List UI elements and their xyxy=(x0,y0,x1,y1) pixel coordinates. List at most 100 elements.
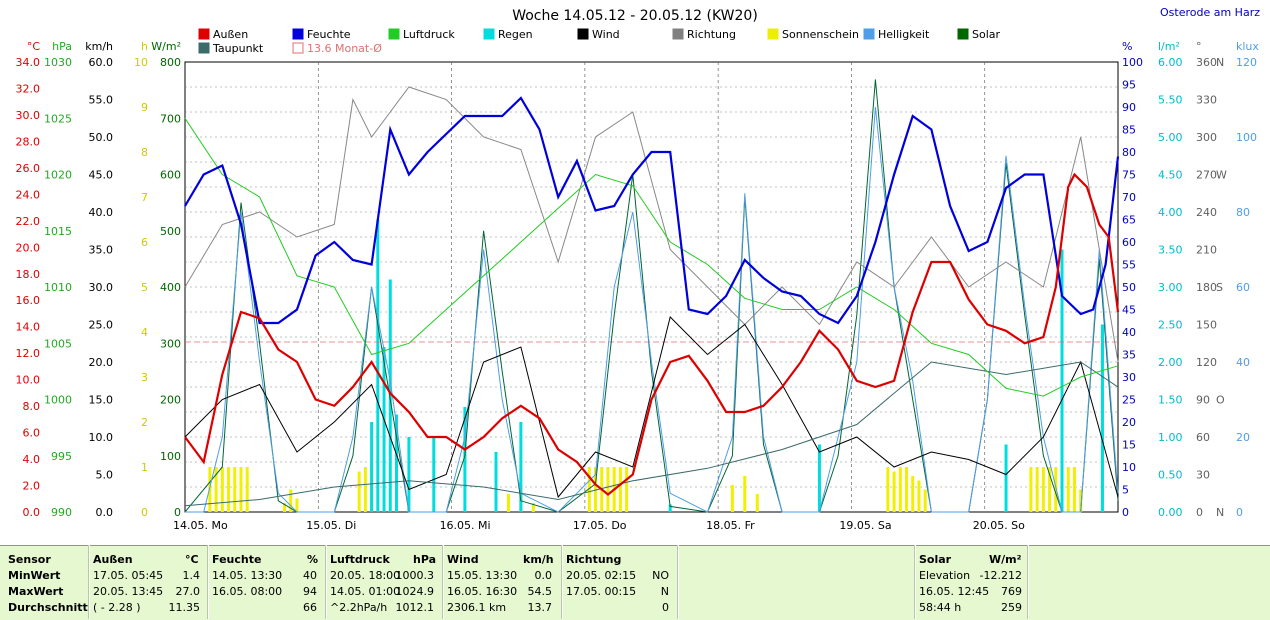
x-axis-label: 19.05. Sa xyxy=(839,519,891,532)
hdr-feuchte: Feuchte xyxy=(212,553,262,566)
legend-swatch xyxy=(292,28,304,40)
table-cell-wind-v: 13.7 xyxy=(527,601,553,614)
right-axis-tick: 20 xyxy=(1236,431,1250,444)
right-axis-tick: 45 xyxy=(1122,304,1136,317)
table-cell-richt-v: NO xyxy=(652,569,669,582)
right-axis-tick: 40 xyxy=(1236,356,1250,369)
table-cell-feuchte-t: 16.05. 08:00 xyxy=(212,585,283,598)
sunshine-bar xyxy=(295,498,299,512)
left-axis-tick: 1020 xyxy=(44,169,72,182)
left-axis-tick: 18.0 xyxy=(16,268,41,281)
left-axis-tick: 22.0 xyxy=(16,215,41,228)
sunshine-bar xyxy=(917,480,921,512)
right-axis-tick: W xyxy=(1216,169,1227,182)
table-cell-wind-t: 16.05. 16:30 xyxy=(447,585,518,598)
sunshine-bar xyxy=(1041,467,1045,512)
sunshine-bar xyxy=(506,494,510,512)
legend-swatch xyxy=(198,28,210,40)
table-cell-richt-v: 0 xyxy=(662,601,669,614)
left-axis-tick: 200 xyxy=(160,394,181,407)
left-axis-tick: 6.0 xyxy=(23,427,41,440)
table-divider xyxy=(914,545,916,619)
right-axis-tick: 5 xyxy=(1122,484,1129,497)
table-cell-luft-t: 14.05. 01:00 xyxy=(330,585,401,598)
sunshine-bar xyxy=(898,467,902,512)
rain-bar xyxy=(432,437,436,512)
table-divider xyxy=(88,545,90,619)
right-axis-tick: 330 xyxy=(1196,94,1217,107)
right-axis-tick: 1.00 xyxy=(1158,431,1183,444)
left-axis-tick: 5 xyxy=(141,281,148,294)
table-cell-feuchte-v: 40 xyxy=(303,569,317,582)
sunshine-bar xyxy=(239,467,243,512)
right-axis-tick: 35 xyxy=(1122,349,1136,362)
right-axis-unit: klux xyxy=(1236,40,1259,53)
table-cell-label: Durchschnitt xyxy=(8,601,88,614)
left-axis-tick: 7 xyxy=(141,191,148,204)
sunshine-bar xyxy=(233,467,237,512)
left-axis-tick: 8 xyxy=(141,146,148,159)
left-axis-tick: 1030 xyxy=(44,56,72,69)
left-axis-unit: km/h xyxy=(85,40,113,53)
sunshine-bar xyxy=(905,467,909,512)
legend-label: Sonnenschein xyxy=(782,28,859,41)
right-axis-unit: ° xyxy=(1196,40,1202,53)
hdr-feuchte-unit: % xyxy=(307,553,319,566)
sunshine-bar xyxy=(220,467,224,512)
sunshine-bar xyxy=(357,471,361,512)
right-axis-tick: 95 xyxy=(1122,79,1136,92)
legend-label: Taupunkt xyxy=(212,42,264,55)
sunshine-bar xyxy=(1079,489,1083,512)
legend-swatch xyxy=(863,28,875,40)
right-axis-tick: 4.50 xyxy=(1158,169,1183,182)
table-cell-luft-v: 1024.9 xyxy=(395,585,435,598)
legend-label: Außen xyxy=(213,28,248,41)
sunshine-bar xyxy=(625,467,629,512)
left-axis-tick: 0 xyxy=(174,506,181,519)
left-axis-tick: 28.0 xyxy=(16,135,41,148)
rain-bar xyxy=(382,347,386,512)
left-axis-tick: 25.0 xyxy=(89,319,114,332)
left-axis-tick: 1 xyxy=(141,461,148,474)
sunshine-bar xyxy=(755,494,759,512)
hdr-wind-unit: km/h xyxy=(523,553,554,566)
right-axis-tick: 5.00 xyxy=(1158,131,1183,144)
left-axis-unit: °C xyxy=(27,40,41,53)
rain-bar xyxy=(817,444,821,512)
table-cell-solar-v: 259 xyxy=(1001,601,1022,614)
right-axis-tick: 85 xyxy=(1122,124,1136,137)
table-divider xyxy=(442,545,444,619)
hdr-aussen-unit: °C xyxy=(185,553,199,566)
right-axis-tick: N xyxy=(1216,506,1224,519)
sunshine-bar xyxy=(594,467,598,512)
right-axis-tick: 30 xyxy=(1122,371,1136,384)
left-axis-tick: 34.0 xyxy=(16,56,41,69)
table-divider xyxy=(207,545,209,619)
left-axis-tick: 3 xyxy=(141,371,148,384)
right-axis-tick: 3.00 xyxy=(1158,281,1183,294)
direction-line xyxy=(184,86,1119,363)
right-axis-tick: S xyxy=(1216,281,1223,294)
left-axis-tick: 30.0 xyxy=(89,281,114,294)
rain-bar xyxy=(1100,324,1104,512)
right-axis-tick: 100 xyxy=(1122,56,1143,69)
rain-bar xyxy=(370,422,374,512)
right-axis-tick: 0 xyxy=(1196,506,1203,519)
left-axis-tick: 40.0 xyxy=(89,206,114,219)
left-axis-tick: 1010 xyxy=(44,281,72,294)
right-axis-tick: 1.50 xyxy=(1158,394,1183,407)
table-cell-solar-t: 16.05. 12:45 xyxy=(919,585,990,598)
right-axis-tick: 20 xyxy=(1122,416,1136,429)
right-axis-tick: 90 xyxy=(1122,101,1136,114)
sunshine-bar xyxy=(886,467,890,512)
table-row: Durchschnitt ( - 2.28 ) 11.35 66 ^2.2hPa/h 10… xyxy=(0,601,1270,616)
rain-bar xyxy=(463,407,467,512)
table-cell-luft-t: ^2.2hPa/h xyxy=(330,601,388,614)
dewpoint-line xyxy=(184,361,1119,507)
left-axis-tick: 800 xyxy=(160,56,181,69)
table-cell-solar-t: 58:44 h xyxy=(919,601,962,614)
x-axis-label: 14.05. Mo xyxy=(173,519,228,532)
left-axis-unit: h xyxy=(141,40,148,53)
table-cell-aussen-v: 11.35 xyxy=(168,601,201,614)
table-divider xyxy=(325,545,327,619)
